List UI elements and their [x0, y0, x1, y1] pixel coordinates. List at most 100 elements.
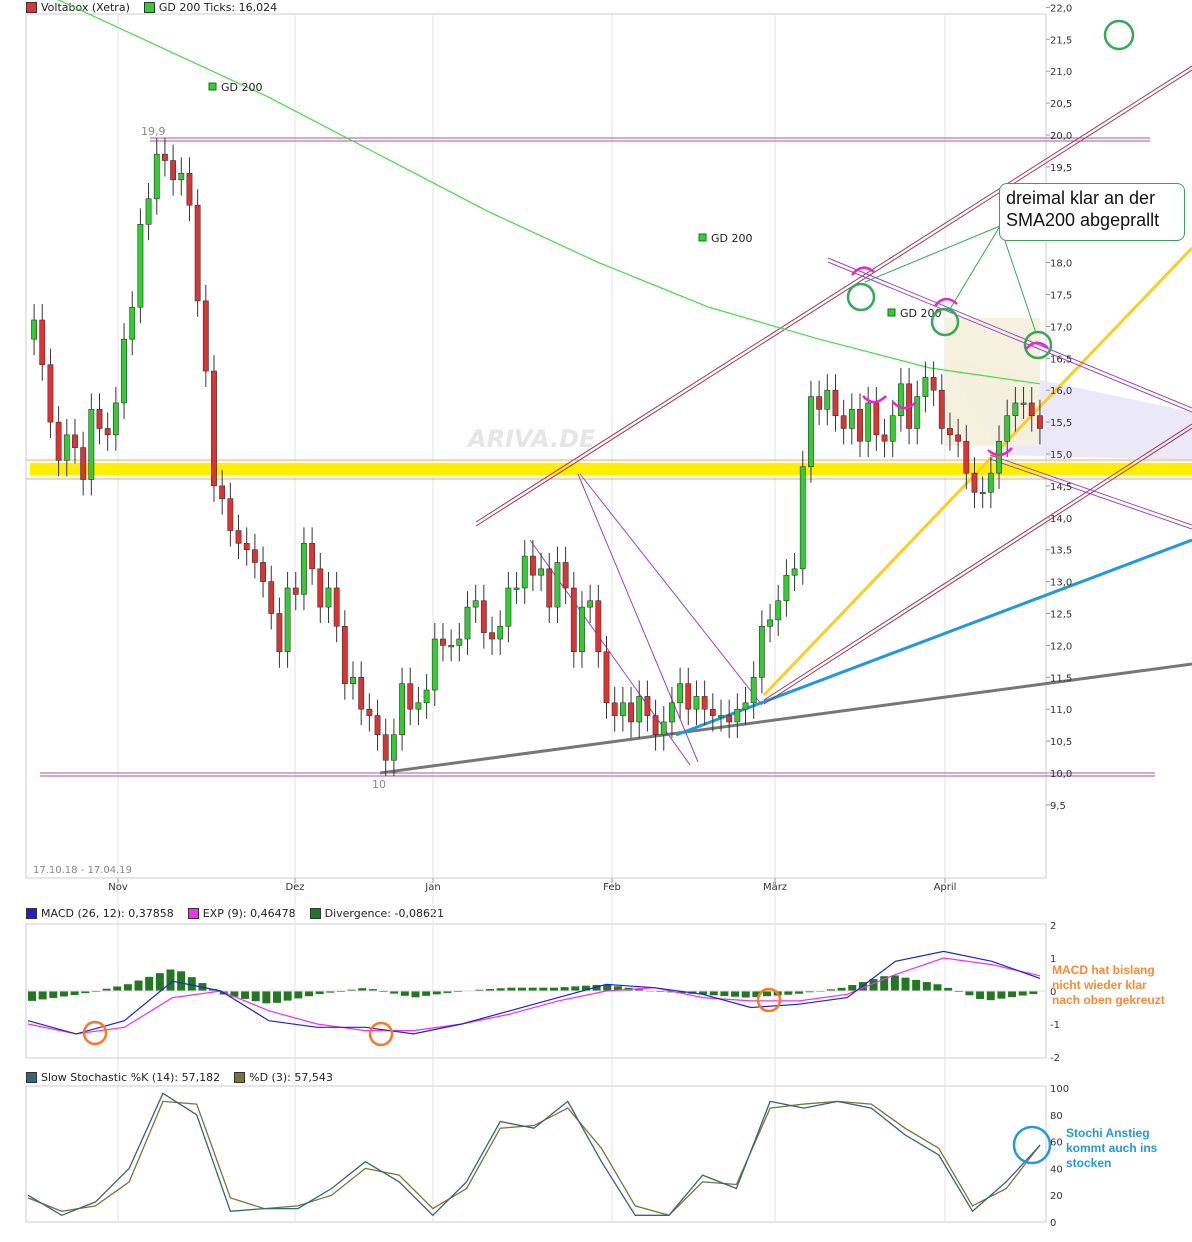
candle — [955, 418, 962, 458]
macd-bar — [613, 986, 622, 991]
legend-item-divergence: Divergence: -0,08621 — [309, 906, 444, 920]
candle — [301, 527, 307, 611]
candle-body-down — [80, 447, 87, 480]
y-tick-label: 14,5 — [1050, 482, 1072, 493]
candle-body-down — [72, 434, 78, 448]
candle — [333, 572, 340, 643]
macd-bar — [134, 980, 143, 991]
candle — [546, 552, 553, 624]
legend-item-macd: MACD (26, 12): 0,37858 — [26, 907, 174, 920]
candle — [930, 361, 937, 407]
candle-body-down — [104, 428, 111, 436]
trendline-grey — [379, 662, 1192, 775]
gd200-label-1: GD 200 — [208, 81, 263, 94]
candle-body-up — [579, 606, 585, 653]
pointer-line-2 — [949, 225, 1001, 310]
legend-label: Divergence: -0,08621 — [324, 906, 444, 920]
candle-body-down — [309, 543, 316, 570]
gd200-label-2: GD 200 — [698, 232, 753, 245]
candle-body-up — [734, 708, 741, 723]
candle-body-down — [685, 683, 692, 710]
markup-shapes — [846, 19, 1135, 457]
candle — [750, 661, 757, 719]
legend-item-stoch-k: Slow Stochastic %K (14): 57,182 — [26, 1071, 220, 1084]
candle-body-down — [202, 300, 209, 372]
candle-body-down — [186, 172, 193, 206]
macd-bar — [507, 987, 516, 991]
candle — [987, 457, 994, 509]
candle-body-up — [1004, 415, 1011, 442]
macd-annotation-line: nicht wieder klar — [1052, 978, 1147, 992]
down-channel-apr-b — [827, 261, 1192, 413]
candle-body-up — [129, 306, 136, 340]
candle — [121, 323, 127, 419]
candle — [423, 674, 430, 719]
macd-bar — [869, 979, 878, 991]
candle — [857, 393, 863, 458]
candle — [971, 457, 978, 509]
y-tick-label: 17,0 — [1050, 322, 1072, 333]
macd-bar — [763, 991, 772, 997]
stoch-annotation: Stochi Anstieg kommt auch ins stocken — [1066, 1126, 1157, 1171]
macd-bar — [635, 989, 644, 991]
candle-body-up — [897, 383, 904, 417]
y-tick-label: 17,5 — [1050, 291, 1072, 302]
channel-upper-b — [475, 69, 1192, 527]
candle — [767, 603, 773, 643]
candle — [832, 374, 839, 432]
candle-body-up — [987, 472, 994, 493]
candle-body-down — [276, 613, 283, 653]
candle-body-up — [472, 600, 479, 608]
candle-body-down — [358, 676, 365, 710]
candle-body-down — [546, 568, 553, 608]
stoch-tick-label: 100 — [1050, 1084, 1069, 1095]
candle — [628, 686, 634, 738]
macd-bar — [922, 982, 931, 991]
candle — [235, 514, 242, 560]
candle-body-down — [374, 715, 381, 736]
candle — [129, 291, 136, 356]
candle — [718, 699, 724, 732]
macd-markup — [82, 987, 782, 1047]
candle-body-up — [758, 625, 765, 678]
candle — [963, 425, 970, 490]
candle-body-up — [497, 625, 504, 640]
candle-body-up — [390, 734, 397, 761]
candle — [677, 667, 684, 719]
magenta-arc-low-1 — [862, 395, 887, 404]
candle-body-down — [235, 530, 242, 544]
candle-body-up — [145, 198, 152, 225]
candle — [579, 591, 585, 668]
legend-label: MACD (26, 12): 0,37858 — [41, 906, 174, 920]
candle — [284, 572, 291, 668]
legend-swatch — [187, 907, 199, 919]
green-circle-touch-1 — [846, 282, 876, 312]
y-tick-label: 21,0 — [1050, 67, 1072, 78]
macd-tick-label: 1 — [1050, 954, 1056, 965]
candle-body-down — [595, 600, 602, 653]
macd-bar — [368, 989, 377, 991]
macd-bar — [411, 991, 420, 998]
macd-bar — [28, 991, 36, 1001]
down-channel-feb-c — [579, 473, 763, 706]
candle-body-up — [121, 338, 127, 404]
macd-bar — [837, 987, 846, 991]
candle-body-down — [603, 651, 610, 704]
candle — [72, 418, 78, 464]
macd-bar — [443, 991, 452, 993]
macd-bar — [699, 991, 708, 995]
macd-bar — [283, 991, 292, 1001]
candle-body-down — [611, 702, 618, 716]
candle-body-down — [440, 638, 446, 646]
candle-body-down — [317, 568, 324, 608]
macd-signal-line — [27, 957, 1041, 1035]
candle-body-up — [996, 440, 1002, 474]
macd-bar — [794, 991, 803, 994]
horizontal-lines — [26, 137, 1192, 777]
candle — [243, 527, 250, 566]
macd-bar — [294, 991, 303, 999]
candle — [88, 393, 95, 496]
candle — [31, 304, 38, 356]
candle — [448, 629, 455, 662]
candle-body-down — [47, 364, 54, 423]
